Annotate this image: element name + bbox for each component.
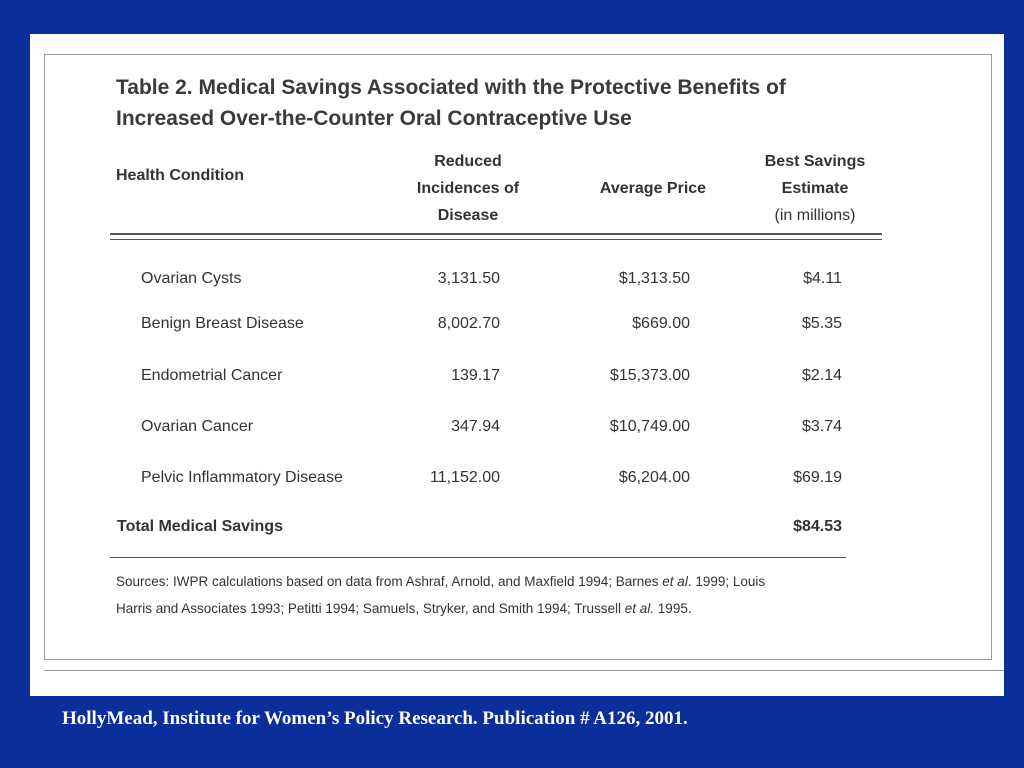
slide-caption: HollyMead, Institute for Women’s Policy … xyxy=(62,708,688,729)
header-average-price: Average Price xyxy=(599,180,707,197)
cell-savings: $4.11 xyxy=(803,270,842,287)
sources-note: Sources: IWPR calculations based on data… xyxy=(116,568,856,622)
header-double-rule xyxy=(110,233,882,240)
cell-reduced: 3,131.50 xyxy=(437,270,500,287)
cell-savings: $5.35 xyxy=(801,315,842,332)
page-edge-line xyxy=(44,670,1004,671)
cell-price: $15,373.00 xyxy=(609,367,690,384)
table-row: Pelvic Inflammatory Disease 11,152.00 $6… xyxy=(30,469,1004,495)
table-row: Ovarian Cysts 3,131.50 $1,313.50 $4.11 xyxy=(30,270,1004,296)
header-reduced-incidences: Reduced Incidences of Disease xyxy=(416,153,520,224)
total-value: $84.53 xyxy=(793,518,842,535)
sources-line-2: Harris and Associates 1993; Petitti 1994… xyxy=(116,601,692,616)
cell-price: $6,204.00 xyxy=(618,469,690,486)
cell-reduced: 139.17 xyxy=(451,367,500,384)
cell-reduced: 11,152.00 xyxy=(430,469,500,486)
cell-price: $669.00 xyxy=(632,315,690,332)
cell-savings: $3.74 xyxy=(801,418,842,435)
cell-price: $10,749.00 xyxy=(609,418,690,435)
table-row: Ovarian Cancer 347.94 $10,749.00 $3.74 xyxy=(30,418,1004,444)
cell-savings: $69.19 xyxy=(793,469,842,486)
header-health-condition: Health Condition xyxy=(116,167,244,184)
page-frame xyxy=(44,54,992,660)
table-row: Benign Breast Disease 8,002.70 $669.00 $… xyxy=(30,315,1004,341)
table-title: Table 2. Medical Savings Associated with… xyxy=(116,72,896,134)
cell-reduced: 8,002.70 xyxy=(437,315,500,332)
cell-condition: Ovarian Cancer xyxy=(141,418,254,435)
header-best-savings: Best Savings Estimate (in millions) xyxy=(764,153,866,224)
scanned-table-page: Table 2. Medical Savings Associated with… xyxy=(30,34,1004,696)
total-label: Total Medical Savings xyxy=(117,518,283,535)
table-row: Endometrial Cancer 139.17 $15,373.00 $2.… xyxy=(30,367,1004,393)
cell-condition: Pelvic Inflammatory Disease xyxy=(141,469,343,486)
cell-condition: Endometrial Cancer xyxy=(141,367,283,384)
cell-condition: Benign Breast Disease xyxy=(141,315,304,332)
table-title-line-2: Increased Over-the-Counter Oral Contrace… xyxy=(116,107,632,130)
table-title-line-1: Table 2. Medical Savings Associated with… xyxy=(116,76,786,99)
cell-condition: Ovarian Cysts xyxy=(141,270,242,287)
sources-line-1: Sources: IWPR calculations based on data… xyxy=(116,574,766,589)
cell-price: $1,313.50 xyxy=(618,270,690,287)
cell-savings: $2.14 xyxy=(801,367,842,384)
table-bottom-rule xyxy=(110,557,846,558)
cell-reduced: 347.94 xyxy=(451,418,500,435)
